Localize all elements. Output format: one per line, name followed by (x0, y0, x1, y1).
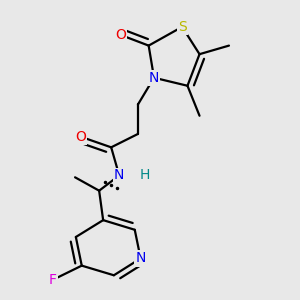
Text: O: O (115, 28, 126, 42)
Text: H: H (140, 168, 150, 182)
Text: S: S (178, 20, 187, 34)
Text: F: F (49, 273, 57, 287)
Text: N: N (135, 251, 146, 266)
Text: N: N (149, 71, 159, 85)
Text: O: O (75, 130, 86, 144)
Text: N: N (114, 168, 124, 182)
